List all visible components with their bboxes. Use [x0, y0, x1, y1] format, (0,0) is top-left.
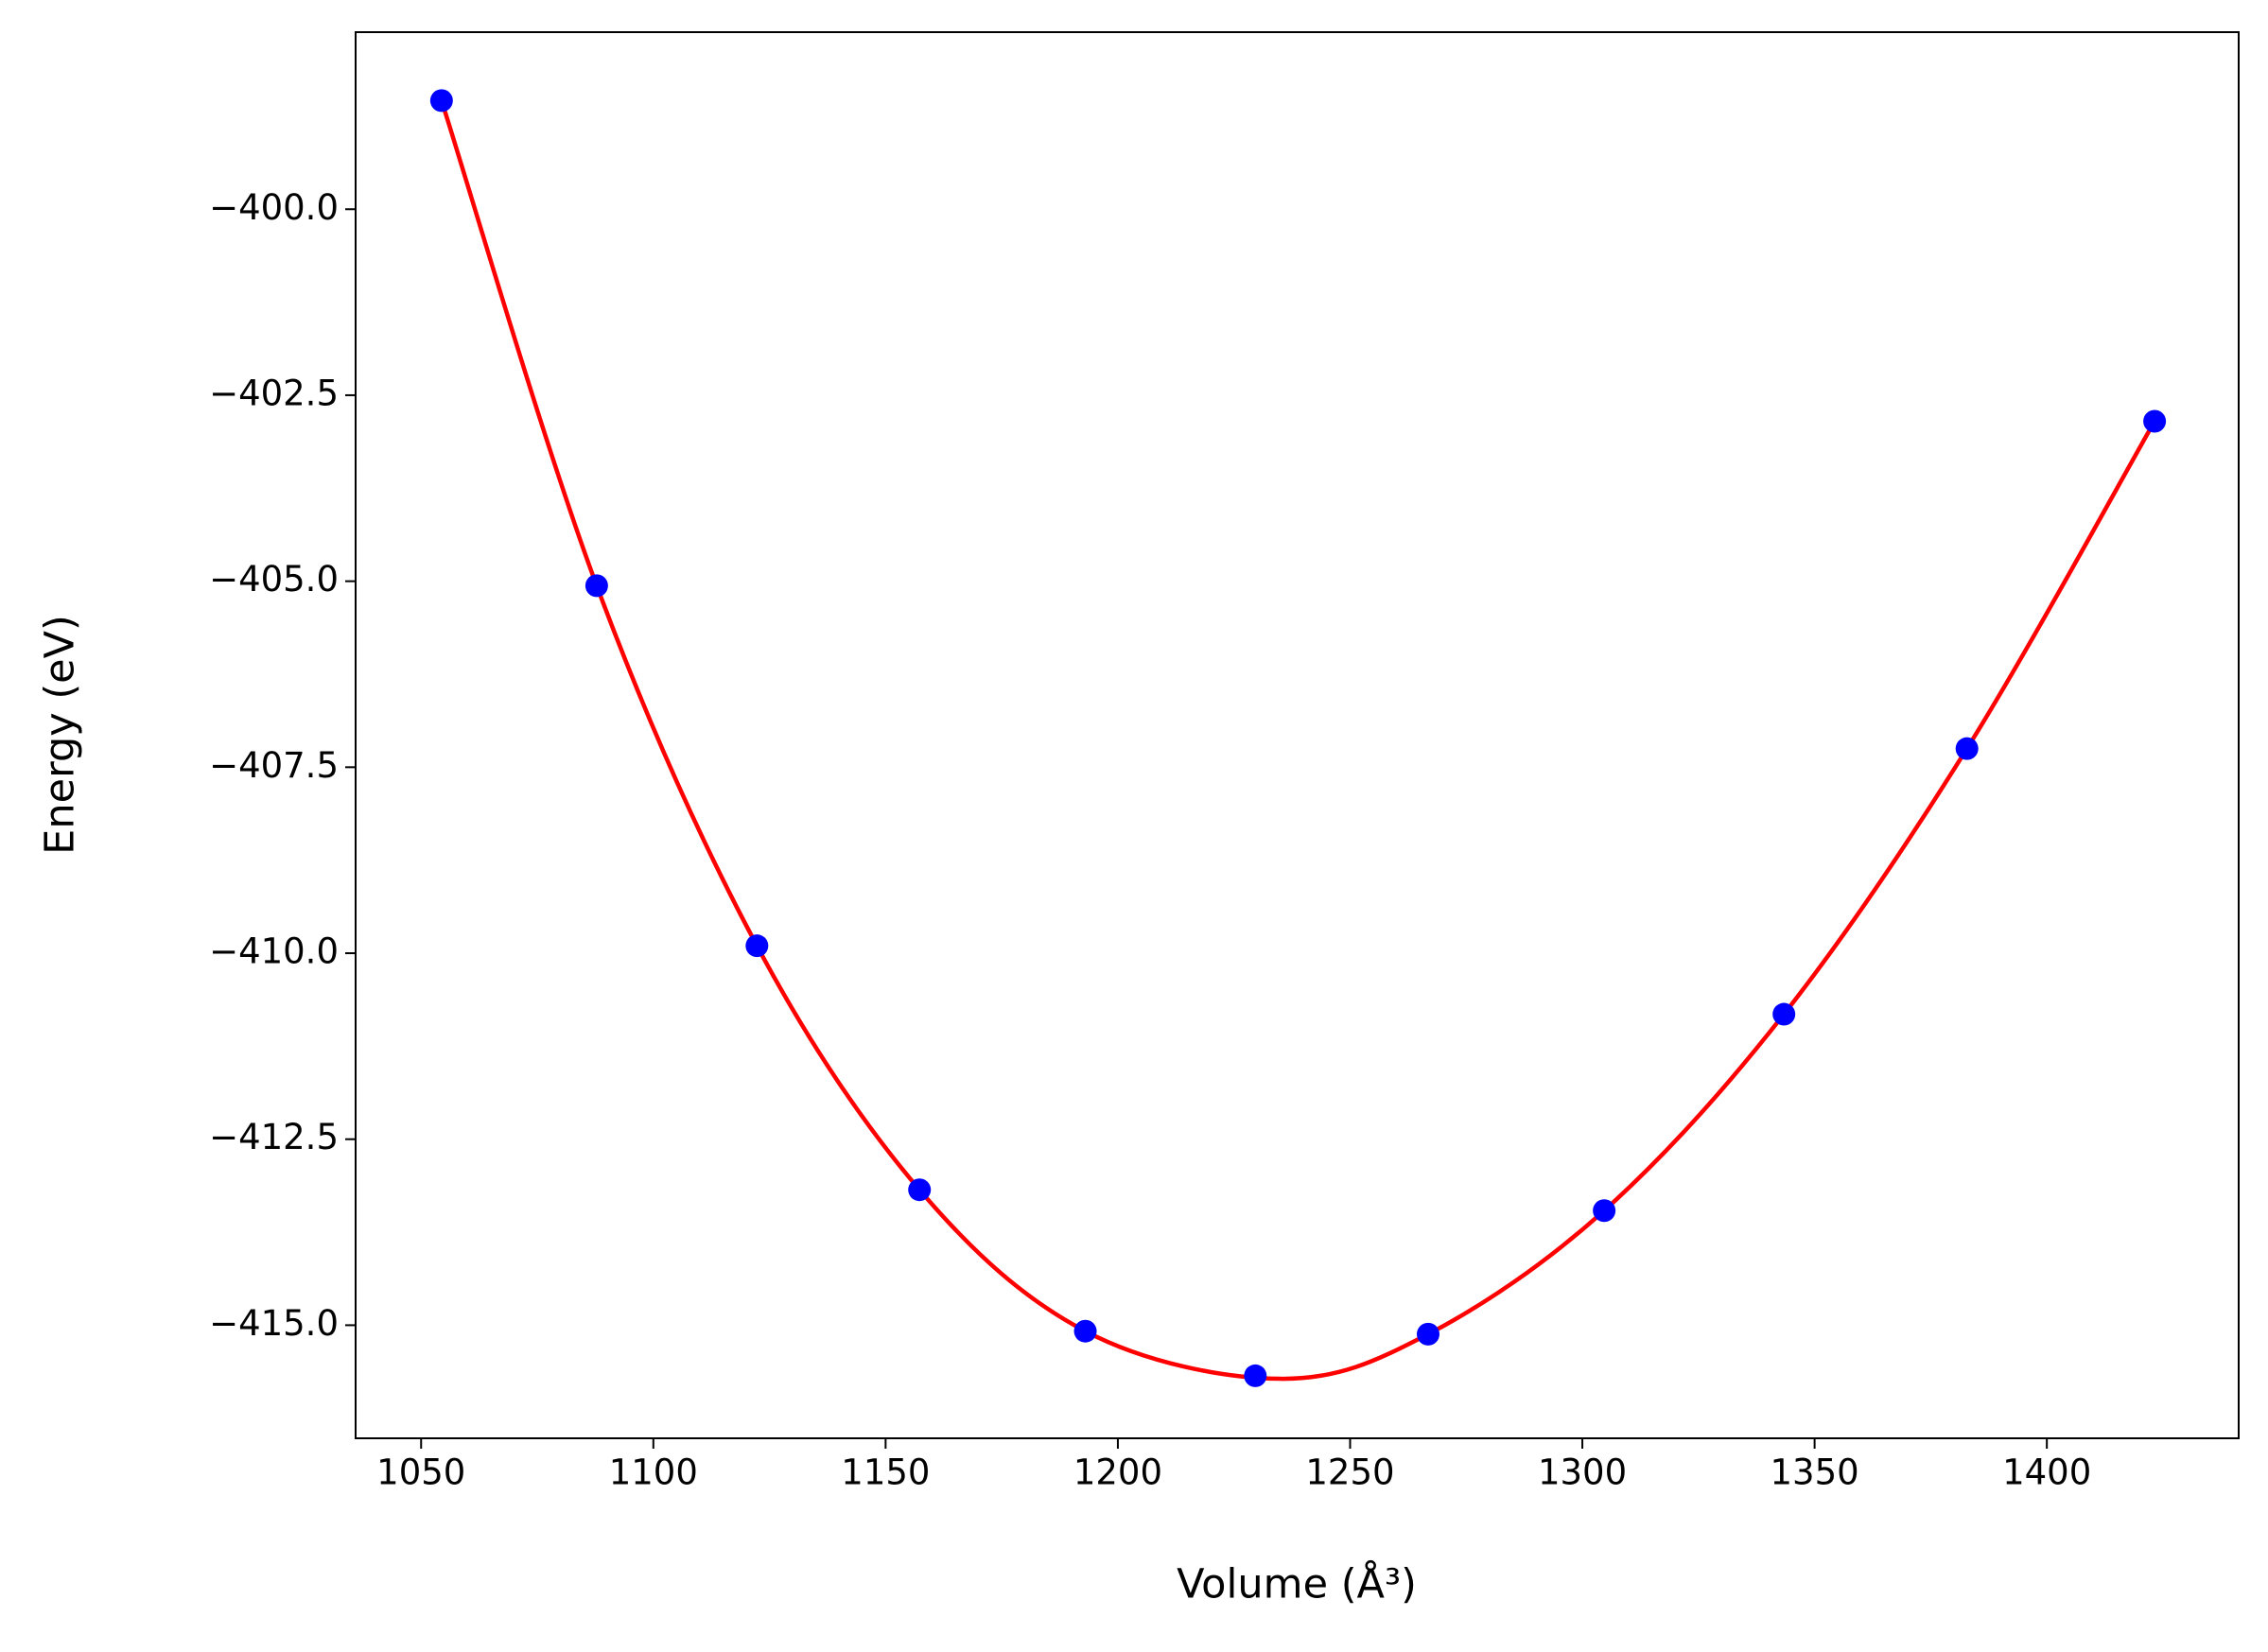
y-tick-label: −402.5	[209, 373, 339, 413]
y-tick-label: −410.0	[209, 931, 339, 972]
x-tick-label: 1400	[2002, 1452, 2091, 1493]
data-point	[1593, 1199, 1616, 1223]
data-point	[1073, 1319, 1097, 1343]
y-tick-label: −405.0	[209, 559, 339, 600]
y-tick-label: −407.5	[209, 745, 339, 786]
data-point	[745, 934, 769, 958]
plot-frame	[355, 31, 2240, 1439]
x-axis-label: Volume (Å³)	[1177, 1560, 1417, 1609]
x-tick-label: 1300	[1538, 1452, 1627, 1493]
fit-line	[439, 99, 2157, 1382]
data-point	[1772, 1002, 1796, 1026]
x-tick-label: 1250	[1305, 1452, 1394, 1493]
data-point	[1416, 1322, 1439, 1346]
x-tick-label: 1050	[376, 1452, 465, 1493]
x-tick-label: 1350	[1771, 1452, 1859, 1493]
y-axis-label: Energy (eV)	[37, 615, 84, 855]
x-tick-label: 1100	[609, 1452, 698, 1493]
y-tick-label: −412.5	[209, 1117, 339, 1157]
x-tick-label: 1200	[1073, 1452, 1162, 1493]
data-point	[2143, 409, 2167, 433]
data-point	[584, 574, 608, 598]
x-tick-label: 1150	[841, 1452, 930, 1493]
data-point	[1244, 1364, 1267, 1387]
data-point	[429, 89, 453, 113]
y-tick-label: −415.0	[209, 1303, 339, 1344]
data-point	[908, 1178, 932, 1202]
y-tick-label: −400.0	[209, 187, 339, 228]
data-point	[1955, 737, 1979, 760]
